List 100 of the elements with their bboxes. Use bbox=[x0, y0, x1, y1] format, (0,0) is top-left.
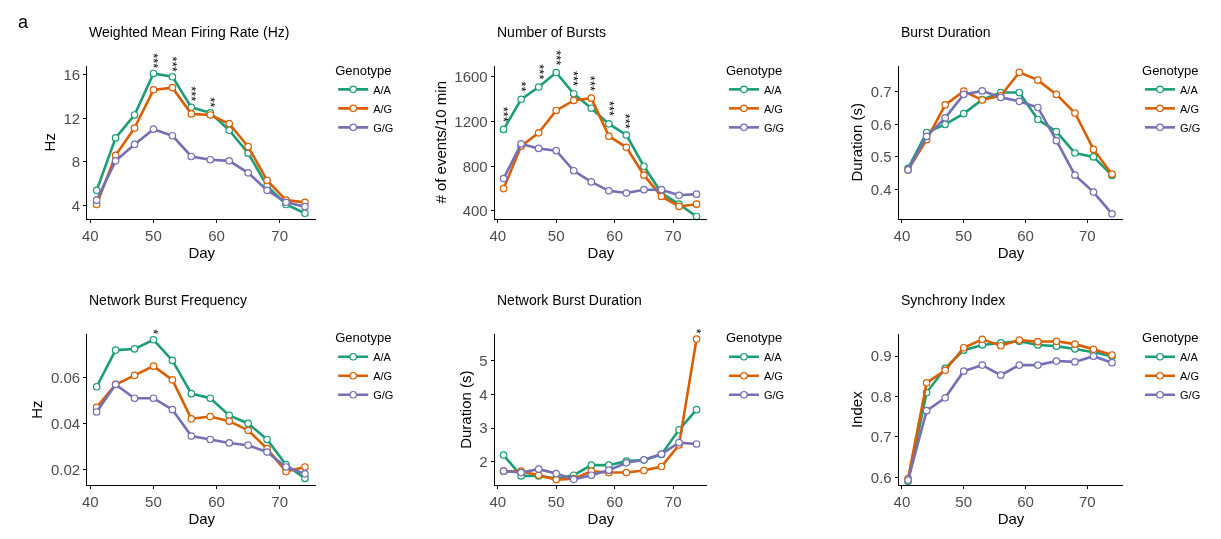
x-tick-label: 60 bbox=[1017, 226, 1034, 244]
x-tick-label: 70 bbox=[1078, 493, 1096, 511]
y-tick-label: 0.5 bbox=[870, 148, 892, 166]
legend-title: Genotype bbox=[725, 330, 783, 346]
legend-label: G/G bbox=[763, 121, 785, 134]
y-tick-label: 0.02 bbox=[50, 460, 81, 478]
y-axis-title: # of events/10 min bbox=[431, 80, 449, 204]
legend-label: G/G bbox=[373, 389, 394, 402]
annotation: *** bbox=[618, 113, 634, 129]
y-tick-label: 0.7 bbox=[870, 428, 892, 446]
legend-label: A/A bbox=[763, 351, 783, 364]
x-tick-label: 70 bbox=[271, 226, 289, 244]
legend-label: A/A bbox=[763, 83, 783, 96]
y-axis-title: Hz bbox=[40, 133, 58, 152]
annotation: ** bbox=[202, 97, 218, 108]
annotation: * bbox=[146, 329, 162, 335]
x-tick-label: 50 bbox=[955, 226, 973, 244]
x-tick-label: 40 bbox=[893, 493, 911, 511]
annotation: *** bbox=[601, 100, 617, 117]
x-tick-label: 50 bbox=[547, 493, 565, 511]
y-tick-label: 0.8 bbox=[870, 387, 892, 405]
y-axis-title: Index bbox=[848, 390, 866, 429]
legend-label: G/G bbox=[373, 121, 394, 134]
y-tick-label: 0.6 bbox=[870, 468, 892, 486]
legend-label: A/G bbox=[1180, 370, 1199, 383]
legend-title: Genotype bbox=[335, 330, 392, 346]
annotation: *** bbox=[146, 53, 162, 69]
x-axis-title: Day bbox=[997, 510, 1025, 528]
x-tick-label: 60 bbox=[606, 226, 624, 244]
y-tick-label: 0.06 bbox=[50, 368, 81, 386]
x-tick-label: 60 bbox=[208, 226, 225, 244]
legend-label: A/G bbox=[373, 102, 393, 115]
chart-title: Network Burst Frequency bbox=[89, 292, 247, 308]
annotation: *** bbox=[495, 106, 511, 122]
y-tick-label: 0.04 bbox=[50, 414, 81, 432]
y-axis-title: Duration (s) bbox=[848, 103, 866, 182]
x-axis-title: Day bbox=[188, 510, 216, 528]
annotation: *** bbox=[183, 86, 199, 102]
legend-label: A/A bbox=[1180, 351, 1199, 364]
x-tick-label: 50 bbox=[955, 493, 973, 511]
legend-label: A/G bbox=[373, 370, 393, 383]
legend-label: G/G bbox=[763, 389, 785, 402]
legend-label: A/A bbox=[373, 83, 392, 96]
y-tick-label: 16 bbox=[63, 65, 81, 83]
x-tick-label: 60 bbox=[208, 493, 225, 511]
legend-title: Genotype bbox=[1142, 62, 1199, 78]
x-tick-label: 50 bbox=[547, 226, 565, 244]
x-tick-label: 60 bbox=[606, 493, 624, 511]
y-tick-label: 2 bbox=[479, 453, 488, 471]
x-axis-title: Day bbox=[188, 243, 216, 261]
y-tick-label: 8 bbox=[71, 153, 81, 171]
y-tick-label: 400 bbox=[462, 202, 488, 220]
y-axis-title: Duration (s) bbox=[456, 370, 474, 449]
legend-label: G/G bbox=[1180, 121, 1201, 134]
y-tick-label: 4 bbox=[479, 385, 488, 403]
annotation: ** bbox=[513, 81, 529, 92]
y-tick-label: 0.9 bbox=[870, 347, 892, 365]
y-tick-label: 0.4 bbox=[870, 180, 892, 198]
x-tick-label: 70 bbox=[664, 493, 682, 511]
x-tick-label: 40 bbox=[82, 493, 99, 511]
chart-title: Burst Duration bbox=[901, 24, 991, 40]
x-tick-label: 60 bbox=[1017, 493, 1034, 511]
chart-title: Synchrony Index bbox=[901, 292, 1006, 308]
y-tick-label: 4 bbox=[71, 196, 81, 214]
x-tick-label: 40 bbox=[489, 226, 507, 244]
annotation: * bbox=[688, 328, 704, 334]
y-tick-label: 800 bbox=[462, 157, 488, 175]
chart-title: Number of Bursts bbox=[497, 24, 606, 40]
x-tick-label: 70 bbox=[664, 226, 682, 244]
y-tick-label: 1600 bbox=[454, 68, 488, 86]
legend-label: A/A bbox=[1180, 83, 1199, 96]
y-axis-title: Hz bbox=[28, 400, 46, 419]
x-tick-label: 70 bbox=[271, 493, 289, 511]
legend-title: Genotype bbox=[725, 62, 783, 78]
legend-label: A/A bbox=[373, 351, 392, 364]
y-tick-label: 0.7 bbox=[870, 83, 892, 101]
legend-label: A/G bbox=[1180, 102, 1199, 115]
x-tick-label: 40 bbox=[893, 226, 911, 244]
chart-title: Weighted Mean Firing Rate (Hz) bbox=[89, 24, 290, 40]
legend-label: A/G bbox=[763, 370, 783, 383]
chart-title: Network Burst Duration bbox=[497, 292, 642, 308]
annotation: *** bbox=[566, 70, 582, 87]
y-tick-label: 12 bbox=[63, 109, 81, 127]
legend-label: G/G bbox=[1180, 389, 1201, 402]
annotation: *** bbox=[531, 64, 547, 80]
x-axis-title: Day bbox=[587, 243, 615, 261]
y-tick-label: 1200 bbox=[454, 112, 488, 130]
x-tick-label: 50 bbox=[145, 493, 162, 511]
legend-title: Genotype bbox=[335, 62, 392, 78]
annotation: *** bbox=[548, 50, 564, 66]
x-tick-label: 40 bbox=[489, 493, 507, 511]
x-tick-label: 50 bbox=[145, 226, 162, 244]
y-tick-label: 5 bbox=[479, 352, 488, 370]
x-tick-label: 40 bbox=[82, 226, 99, 244]
y-tick-label: 0.6 bbox=[870, 115, 892, 133]
text: a bbox=[18, 12, 29, 32]
y-tick-label: 3 bbox=[479, 419, 488, 437]
annotation: *** bbox=[583, 75, 599, 92]
x-axis-title: Day bbox=[587, 510, 615, 528]
legend-title: Genotype bbox=[1142, 330, 1199, 346]
